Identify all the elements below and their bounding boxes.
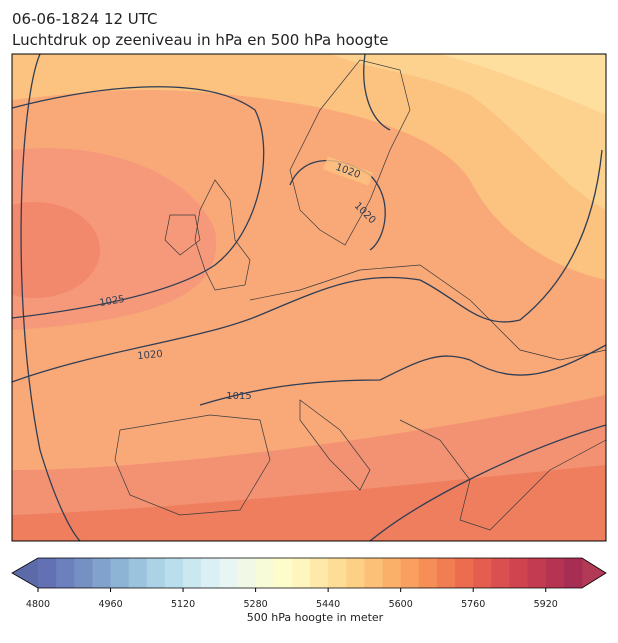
field-band <box>12 202 100 298</box>
colorbar-bin <box>491 558 510 588</box>
colorbar-bin <box>418 558 438 588</box>
colorbar-tick-label: 5440 <box>316 599 340 610</box>
colorbar-bin <box>473 558 492 588</box>
colorbar-bin <box>310 558 329 588</box>
field-band <box>330 54 606 210</box>
colorbar-bin <box>92 558 112 588</box>
isobar-label: 1025 <box>99 294 126 309</box>
isobar <box>369 424 606 541</box>
colorbar-over <box>582 558 606 588</box>
field-band <box>12 54 606 280</box>
colorbar-bin <box>273 558 293 588</box>
isobar-label: 1020 <box>137 349 163 362</box>
colorbar-bin <box>346 558 365 588</box>
isobar <box>12 149 603 383</box>
colorbar-tick-label: 5760 <box>461 599 485 610</box>
colorbar-bin <box>436 558 456 588</box>
colorbar-bin <box>255 558 275 588</box>
colorbar-label: 500 hPa hoogte in meter <box>247 611 384 624</box>
colorbar-bin <box>38 558 57 588</box>
coastline <box>249 264 606 361</box>
colorbar-bin <box>527 558 547 588</box>
coastline <box>299 399 371 491</box>
colorbar-tick-label: 4800 <box>26 599 50 610</box>
coastline <box>399 419 606 531</box>
colorbar-bin <box>545 558 565 588</box>
colorbar-bin <box>400 558 420 588</box>
colorbar-tick-label: 5920 <box>534 599 558 610</box>
colorbar-bin <box>128 558 148 588</box>
colorbar-frame <box>11 557 607 589</box>
isobar <box>199 344 606 406</box>
colorbar-bin <box>201 558 220 588</box>
title-line-2: Luchtdruk op zeeniveau in hPa en 500 hPa… <box>12 31 388 49</box>
colorbar-bin <box>328 558 347 588</box>
isobar <box>20 54 81 541</box>
field-band <box>12 465 606 541</box>
colorbar-tick-label: 5280 <box>244 599 268 610</box>
coastline <box>114 414 271 516</box>
isobar-label: 1015 <box>226 391 251 402</box>
colorbar-bin <box>237 558 257 588</box>
colorbar-tick-label: 4960 <box>98 599 122 610</box>
title-line-1: 06-06-1824 12 UTC <box>12 10 158 28</box>
colorbar-bin <box>563 558 583 588</box>
colorbar-bin <box>455 558 474 588</box>
colorbar-tick-label: 5600 <box>389 599 413 610</box>
colorbar-bin <box>509 558 529 588</box>
isobar <box>12 86 265 319</box>
colorbar-bin <box>219 558 238 588</box>
coastline <box>194 179 251 291</box>
colorbar-bin <box>146 558 166 588</box>
colorbar-bin <box>110 558 130 588</box>
colorbar: 4800 4960 5120 5280 5440 5600 5760 5920 <box>11 557 607 610</box>
colorbar-bin <box>183 558 202 588</box>
colorbar-bin <box>164 558 184 588</box>
colorbar-tick-label: 5120 <box>171 599 195 610</box>
map-frame <box>11 53 607 542</box>
colorbar-bin <box>56 558 75 588</box>
field-band <box>440 54 606 115</box>
colorbar-bin <box>291 558 311 588</box>
coastline <box>289 59 411 246</box>
colorbar-under <box>12 558 38 588</box>
isobar <box>363 54 391 131</box>
map: 1020 1020 1025 1020 1015 <box>12 54 606 541</box>
colorbar-bin <box>74 558 93 588</box>
coastline <box>164 214 201 256</box>
colorbar-bin <box>364 558 384 588</box>
colorbar-bin <box>382 558 402 588</box>
